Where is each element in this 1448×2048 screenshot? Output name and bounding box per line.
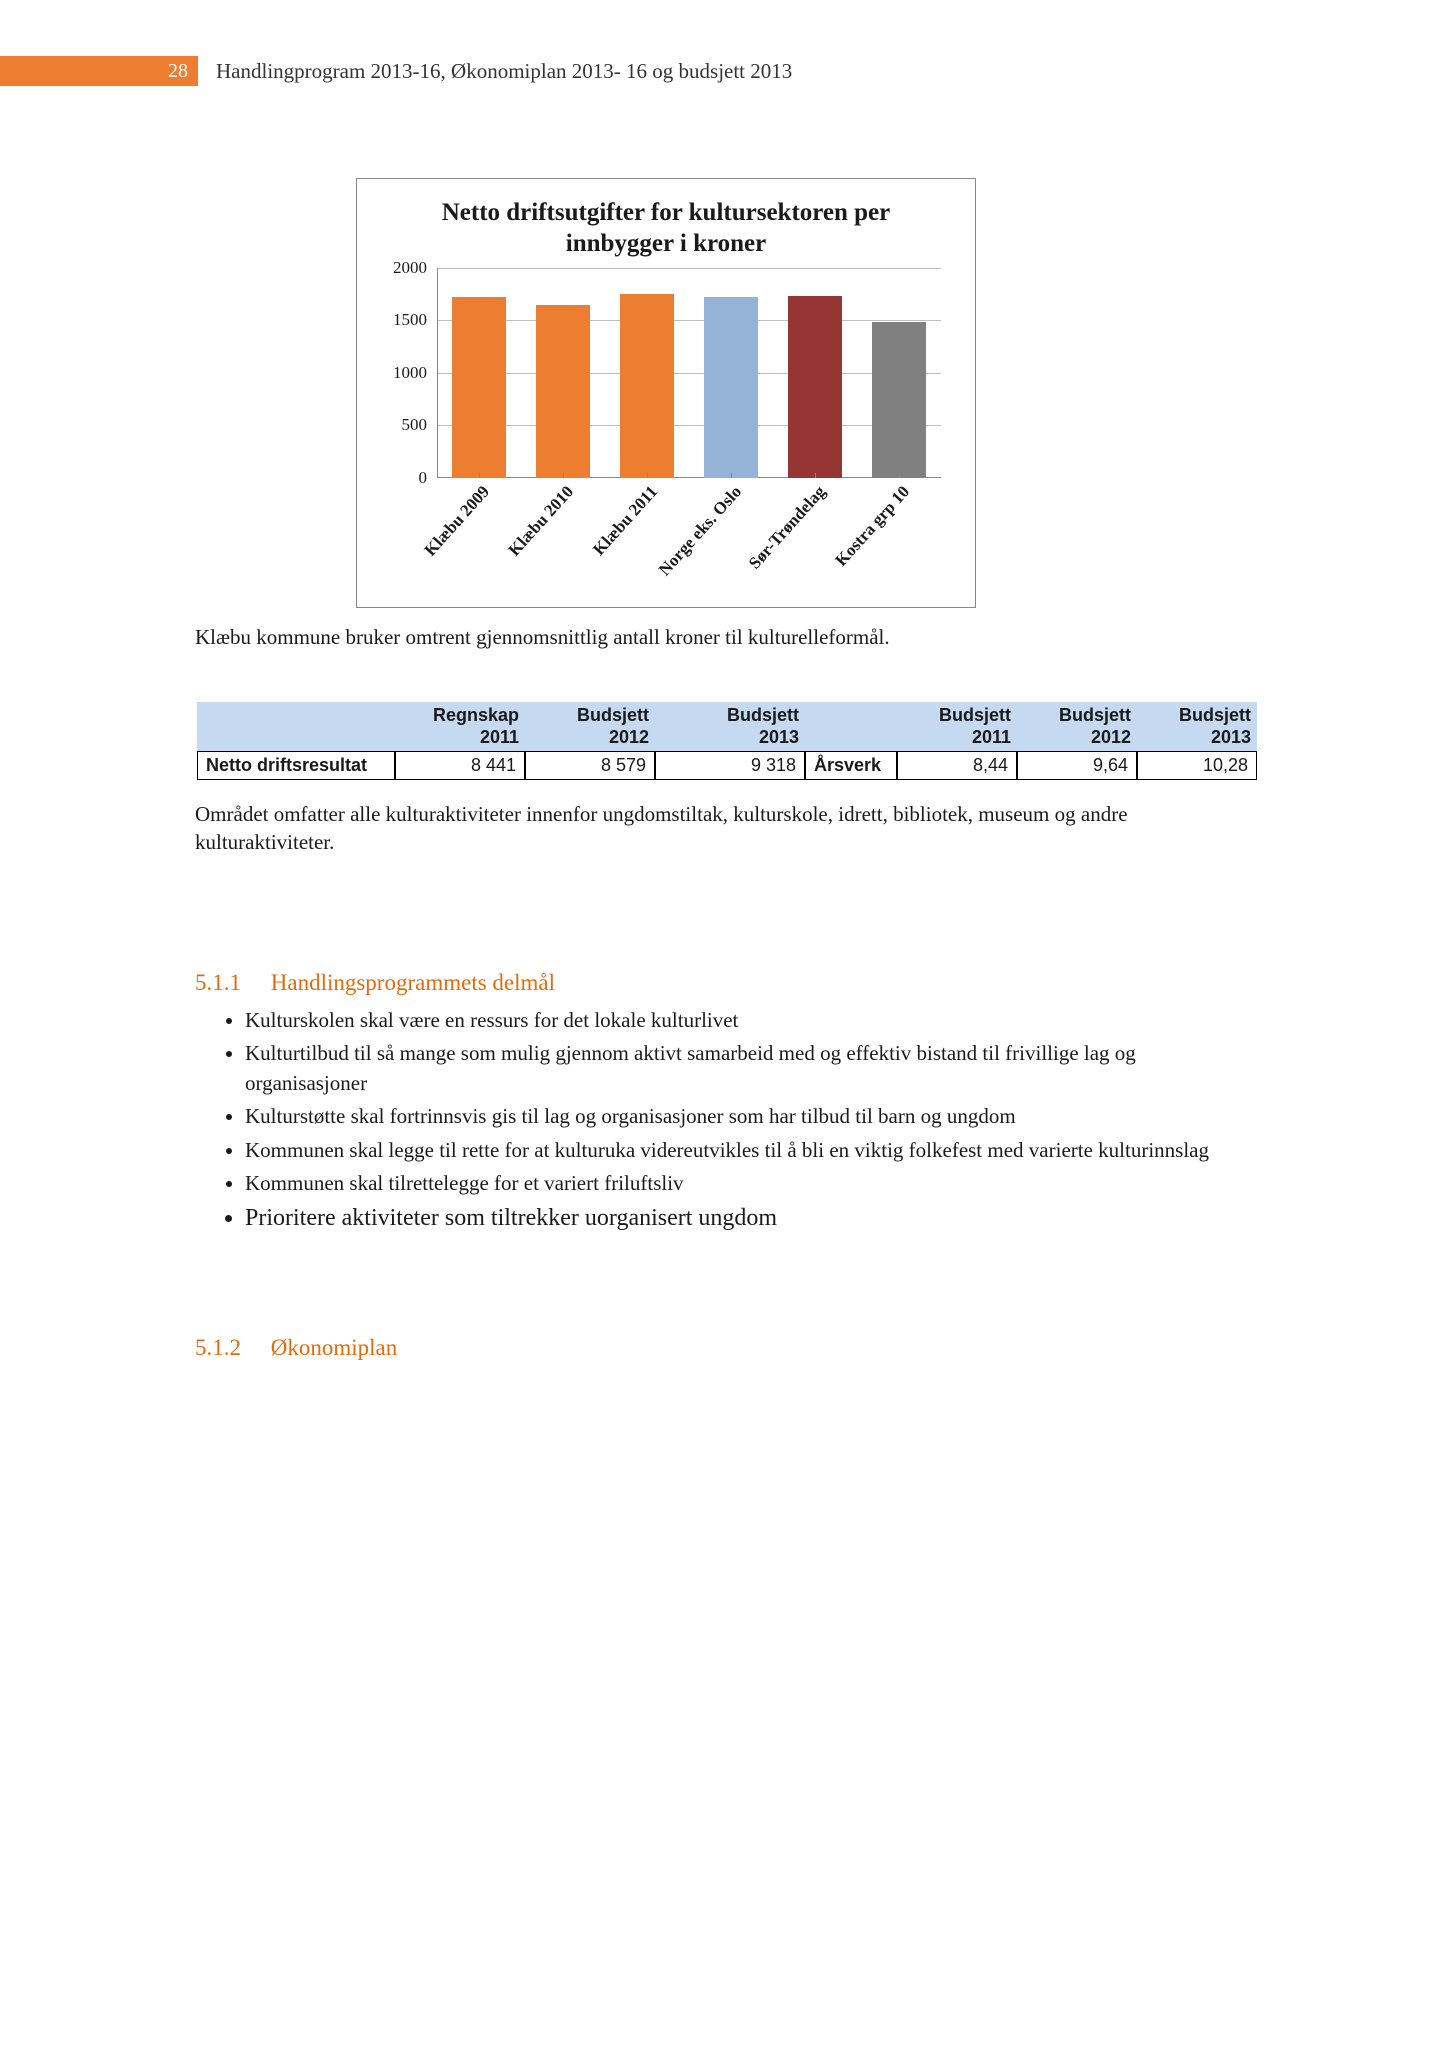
table-cell-a2013: 10,28 [1137,751,1257,780]
y-tick-label: 2000 [393,258,427,278]
table-header-a-budsjett-2013: Budsjett2013 [1137,702,1257,751]
table-header-budsjett-2012: Budsjett2012 [525,702,655,751]
x-label-slot: Kostra grp 10 [857,478,941,588]
bar [536,305,590,477]
x-tick-mark [899,473,900,478]
bar-slot [857,268,941,478]
x-tick-mark [731,473,732,478]
x-tick-label: Klæbu 2009 [421,482,494,560]
section-5-1-2: 5.1.2 Økonomiplan [195,1335,1255,1371]
x-label-slot: Klæbu 2009 [437,478,521,588]
table-cell-b2013: 9 318 [655,751,805,780]
table-cell-b2012: 8 579 [525,751,655,780]
table-cell-a2011: 8,44 [897,751,1017,780]
chart-plot-area: 0500100015002000 [437,268,941,478]
budget-table: Regnskap2011 Budsjett2012 Budsjett2013 B… [197,702,1257,780]
table-cell-r2011: 8 441 [395,751,525,780]
table-header-blank-2 [805,702,897,751]
bullet-list-511: Kulturskolen skal være en ressurs for de… [195,1006,1255,1236]
table-header-blank [197,702,395,751]
bullet-item: Kommunen skal tilrettelegge for et varie… [245,1169,1255,1198]
section-title: Økonomiplan [271,1335,398,1360]
table-header-row: Regnskap2011 Budsjett2012 Budsjett2013 B… [197,702,1257,751]
bar [452,297,506,478]
bullet-item: Prioritere aktiviteter som tiltrekker uo… [245,1202,1255,1236]
section-number: 5.1.2 [195,1335,265,1361]
y-tick-label: 1000 [393,363,427,383]
bar [620,294,674,478]
chart-title: Netto driftsutgifter for kultursektoren … [381,197,951,268]
bar [704,297,758,478]
bar [872,322,926,477]
table-row: Netto driftsresultat 8 441 8 579 9 318 Å… [197,751,1257,780]
description-text: Området omfatter alle kulturaktiviteter … [195,800,1255,857]
chart-y-axis: 0500100015002000 [381,268,431,478]
y-tick-label: 0 [419,468,428,488]
bar-slot [605,268,689,478]
bar-slot [689,268,773,478]
th-text: Budsjett2013 [727,705,799,747]
table-row-label: Netto driftsresultat [197,751,395,780]
table-header-a-budsjett-2012: Budsjett2012 [1017,702,1137,751]
x-label-slot: Sør-Trøndelag [773,478,857,588]
section-title: Handlingsprogrammets delmål [271,970,555,995]
table-header-a-budsjett-2011: Budsjett2011 [897,702,1017,751]
bar-slot [773,268,857,478]
bar-slot [437,268,521,478]
bar [788,296,842,478]
y-tick-label: 1500 [393,310,427,330]
section-number: 5.1.1 [195,970,265,996]
th-text: Regnskap2011 [433,705,519,747]
x-tick-mark [815,473,816,478]
bar-slot [521,268,605,478]
bullet-item: Kulturskolen skal være en ressurs for de… [245,1006,1255,1035]
table-header-budsjett-2013: Budsjett2013 [655,702,805,751]
chart-bars [437,268,941,478]
bar-chart: Netto driftsutgifter for kultursektoren … [356,178,976,608]
section-5-1-1: 5.1.1 Handlingsprogrammets delmål Kultur… [195,970,1255,1240]
page-header: 28 Handlingprogram 2013-16, Økonomiplan … [0,56,792,86]
bullet-item: Kommunen skal legge til rette for at kul… [245,1136,1255,1165]
page-number: 28 [158,56,198,86]
chart-caption: Klæbu kommune bruker omtrent gjennomsnit… [195,625,1255,650]
header-accent-bar [0,56,158,86]
th-text: Budsjett2011 [939,705,1011,747]
x-tick-mark [647,473,648,478]
x-label-slot: Klæbu 2010 [521,478,605,588]
x-tick-mark [563,473,564,478]
bullet-item: Kulturstøtte skal fortrinnsvis gis til l… [245,1102,1255,1131]
x-tick-mark [479,473,480,478]
th-text: Budsjett2013 [1179,705,1251,747]
y-tick-label: 500 [402,415,428,435]
header-title: Handlingprogram 2013-16, Økonomiplan 201… [216,56,792,86]
table-cell-arsverk: Årsverk [805,751,897,780]
table-header-regnskap-2011: Regnskap2011 [395,702,525,751]
table-cell-a2012: 9,64 [1017,751,1137,780]
section-heading-511: 5.1.1 Handlingsprogrammets delmål [195,970,1255,996]
chart-x-labels: Klæbu 2009Klæbu 2010Klæbu 2011Norge eks.… [437,478,941,588]
th-text: Budsjett2012 [1059,705,1131,747]
th-text: Budsjett2012 [577,705,649,747]
bullet-item: Kulturtilbud til så mange som mulig gjen… [245,1039,1255,1098]
section-heading-512: 5.1.2 Økonomiplan [195,1335,1255,1361]
